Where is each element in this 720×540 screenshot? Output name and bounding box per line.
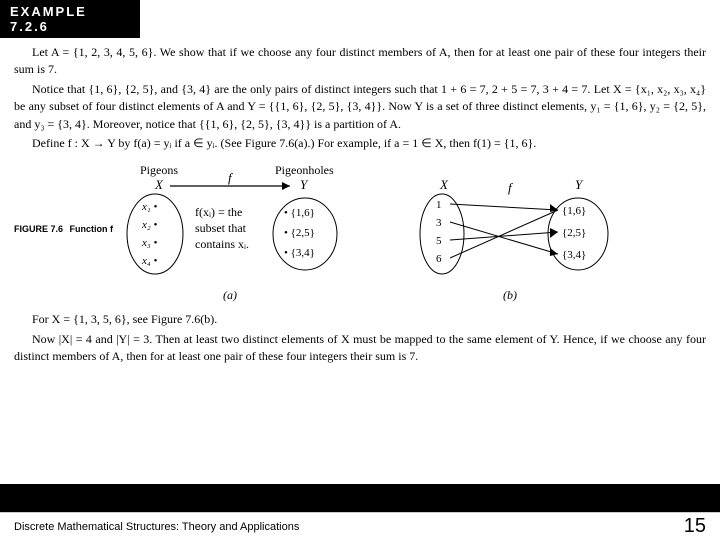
- ah2: [550, 248, 558, 256]
- footer-black-bar: [0, 484, 720, 512]
- body-text-bottom: For X = {1, 3, 5, 6}, see Figure 7.6(b).…: [0, 305, 720, 369]
- footer-title: Discrete Mathematical Structures: Theory…: [14, 521, 299, 533]
- edge-6-16: [450, 210, 558, 258]
- edge-3-34: [450, 222, 558, 254]
- pigeons-label: Pigeons: [140, 163, 178, 177]
- f-label-a: f: [228, 170, 234, 185]
- by1: {1,6}: [562, 205, 586, 217]
- y-label-b: Y: [575, 177, 584, 192]
- x3: x₃ •: [141, 237, 157, 249]
- bx4: 6: [436, 253, 442, 265]
- mid1: f(xᵢ) = the: [195, 205, 242, 219]
- edge-1-16: [450, 204, 558, 210]
- bx3: 5: [436, 235, 442, 247]
- para-2: Notice that {1, 6}, {2, 5}, and {3, 4} a…: [14, 81, 706, 133]
- x2: x₂ •: [141, 219, 157, 231]
- sub-b-label: (b): [400, 288, 620, 303]
- mid2: subset that: [195, 221, 247, 235]
- pigeonholes-label: Pigeonholes: [275, 163, 334, 177]
- subfigure-b: X Y f 1 3 5 6 {1,6} {2,5} {3,4} (b): [400, 162, 620, 303]
- page-number: 15: [684, 515, 706, 538]
- mid3: contains xᵢ.: [195, 237, 249, 251]
- x4: x₄ •: [141, 255, 157, 267]
- bx1: 1: [436, 199, 442, 211]
- arrow-head-a: [282, 182, 290, 190]
- figure-number: FIGURE 7.6: [14, 224, 63, 234]
- example-header: EXAMPLE 7.2.6: [0, 0, 140, 38]
- y1: • {1,6}: [284, 207, 315, 219]
- para-5: Now |X| = 4 and |Y| = 3. Then at least t…: [14, 331, 706, 366]
- y3: • {3,4}: [284, 247, 315, 259]
- footer: Discrete Mathematical Structures: Theory…: [0, 512, 720, 540]
- para-4: For X = {1, 3, 5, 6}, see Figure 7.6(b).: [14, 311, 706, 328]
- ah3: [550, 228, 558, 238]
- by3: {3,4}: [562, 249, 586, 261]
- sub-a-label: (a): [100, 288, 360, 303]
- para-3: Define f : X → Y by f(a) = yᵢ if a ∈ yᵢ.…: [14, 135, 706, 152]
- x-label-b: X: [439, 177, 449, 192]
- diagram-b: X Y f 1 3 5 6 {1,6} {2,5} {3,4}: [400, 162, 620, 282]
- x-label-a: X: [154, 177, 164, 192]
- ellipse-x-b: [420, 194, 464, 274]
- x1: x₁ •: [141, 201, 157, 213]
- bx2: 3: [436, 217, 442, 229]
- figure-label: FIGURE 7.6 Function f: [14, 224, 113, 234]
- body-text-top: Let A = {1, 2, 3, 4, 5, 6}. We show that…: [0, 38, 720, 156]
- diagram-a: Pigeons Pigeonholes X Y f x₁ • x₂ • x₃ •…: [100, 162, 360, 282]
- f-label-b: f: [508, 180, 514, 195]
- subfigure-a: Pigeons Pigeonholes X Y f x₁ • x₂ • x₃ •…: [100, 162, 360, 303]
- by2: {2,5}: [562, 227, 586, 239]
- y-label-a: Y: [300, 177, 309, 192]
- figure-caption: Function f: [70, 224, 114, 234]
- para-1: Let A = {1, 2, 3, 4, 5, 6}. We show that…: [14, 44, 706, 79]
- figures-row: FIGURE 7.6 Function f Pigeons Pigeonhole…: [0, 162, 720, 303]
- edge-5-25: [450, 232, 558, 240]
- y2: • {2,5}: [284, 227, 315, 239]
